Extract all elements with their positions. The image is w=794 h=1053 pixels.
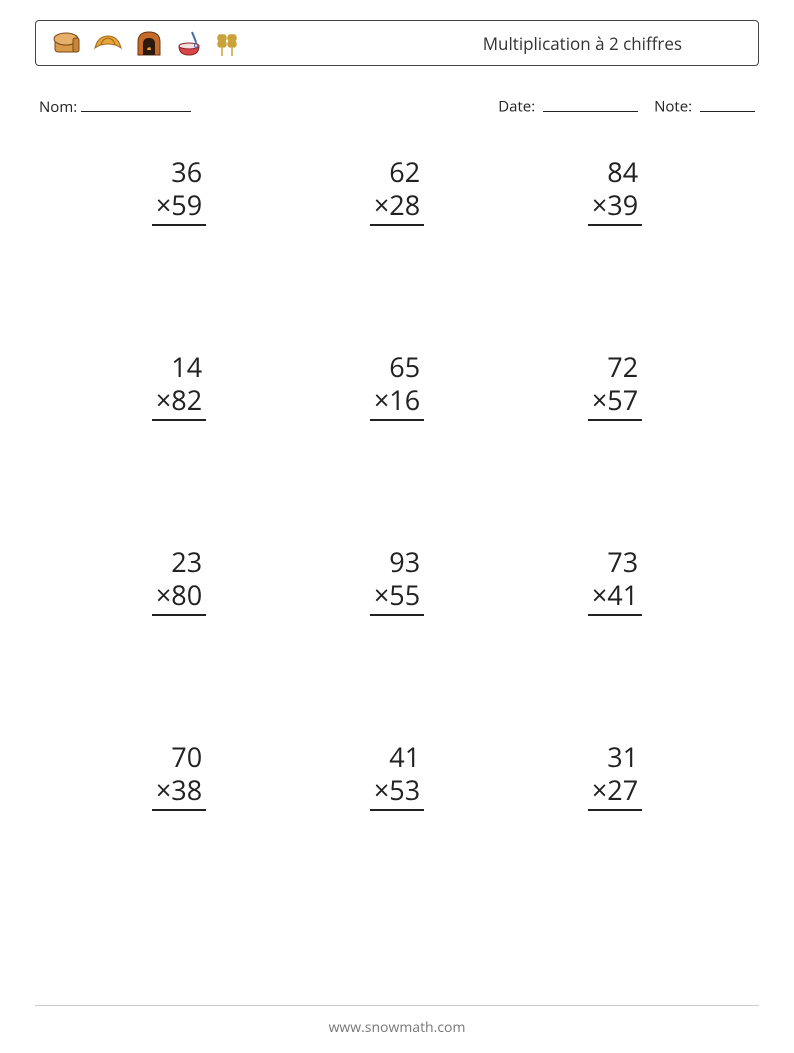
date-label: Date: xyxy=(498,97,535,117)
multiplier: 80 xyxy=(171,576,202,613)
problem-cell: 62×28 xyxy=(288,147,506,342)
multiplier-row: ×28 xyxy=(370,188,424,226)
operator: × xyxy=(374,381,389,418)
multiplier: 82 xyxy=(171,381,202,418)
problem-cell: 70×38 xyxy=(70,732,288,927)
problem-cell: 73×41 xyxy=(506,537,724,732)
multiplicand: 31 xyxy=(588,740,642,774)
problem-cell: 72×57 xyxy=(506,342,724,537)
multiplicand: 14 xyxy=(152,350,206,384)
meta-date: Date: xyxy=(498,94,638,117)
multiplier-row: ×80 xyxy=(152,578,206,616)
operator: × xyxy=(592,576,607,613)
multiplication-problem: 41×53 xyxy=(370,740,424,812)
multiplier: 28 xyxy=(389,186,420,223)
multiplication-problem: 14×82 xyxy=(152,350,206,422)
multiplier-row: ×53 xyxy=(370,773,424,811)
multiplier: 39 xyxy=(607,186,638,223)
wheat-icon xyxy=(214,28,240,58)
operator: × xyxy=(156,771,171,808)
operator: × xyxy=(592,771,607,808)
multiplicand: 70 xyxy=(152,740,206,774)
multiplier-row: ×39 xyxy=(588,188,642,226)
multiplier: 59 xyxy=(171,186,202,223)
multiplier-row: ×41 xyxy=(588,578,642,616)
footer-url: www.snowmath.com xyxy=(329,1018,466,1037)
problems-grid: 36×5962×2884×3914×8265×1672×5723×8093×55… xyxy=(70,147,724,927)
multiplier: 55 xyxy=(389,576,420,613)
operator: × xyxy=(592,381,607,418)
header-icon-row xyxy=(52,28,240,58)
operator: × xyxy=(156,576,171,613)
problem-cell: 31×27 xyxy=(506,732,724,927)
multiplication-problem: 72×57 xyxy=(588,350,642,422)
multiplier: 38 xyxy=(171,771,202,808)
croissant-icon xyxy=(92,30,124,56)
meta-note: Note: xyxy=(654,94,755,117)
header-box: Multiplication à 2 chiffres xyxy=(35,20,759,66)
operator: × xyxy=(156,186,171,223)
multiplier: 53 xyxy=(389,771,420,808)
multiplicand: 72 xyxy=(588,350,642,384)
multiplier: 41 xyxy=(607,576,638,613)
multiplication-problem: 65×16 xyxy=(370,350,424,422)
note-label: Note: xyxy=(654,97,692,117)
multiplicand: 36 xyxy=(152,155,206,189)
multiplicand: 84 xyxy=(588,155,642,189)
problem-cell: 93×55 xyxy=(288,537,506,732)
note-blank[interactable] xyxy=(700,94,755,112)
problem-cell: 84×39 xyxy=(506,147,724,342)
multiplication-problem: 70×38 xyxy=(152,740,206,812)
bread-loaf-icon xyxy=(52,29,82,57)
operator: × xyxy=(374,576,389,613)
multiplicand: 65 xyxy=(370,350,424,384)
multiplicand: 73 xyxy=(588,545,642,579)
multiplier-row: ×82 xyxy=(152,383,206,421)
multiplier-row: ×55 xyxy=(370,578,424,616)
multiplication-problem: 31×27 xyxy=(588,740,642,812)
multiplier: 57 xyxy=(607,381,638,418)
bowl-whisk-icon xyxy=(174,28,204,58)
meta-name: Nom: xyxy=(39,94,191,117)
problem-cell: 14×82 xyxy=(70,342,288,537)
multiplier-row: ×57 xyxy=(588,383,642,421)
problem-cell: 23×80 xyxy=(70,537,288,732)
multiplicand: 93 xyxy=(370,545,424,579)
multiplication-problem: 73×41 xyxy=(588,545,642,617)
multiplier-row: ×59 xyxy=(152,188,206,226)
footer: www.snowmath.com xyxy=(35,1005,759,1037)
multiplicand: 23 xyxy=(152,545,206,579)
name-blank[interactable] xyxy=(81,94,191,112)
problem-cell: 36×59 xyxy=(70,147,288,342)
date-blank[interactable] xyxy=(543,94,638,112)
operator: × xyxy=(374,771,389,808)
multiplication-problem: 93×55 xyxy=(370,545,424,617)
multiplier: 16 xyxy=(389,381,420,418)
multiplicand: 41 xyxy=(370,740,424,774)
meta-row: Nom: Date: Note: xyxy=(35,94,759,117)
worksheet-title: Multiplication à 2 chiffres xyxy=(483,32,742,55)
multiplicand: 62 xyxy=(370,155,424,189)
worksheet-page: Multiplication à 2 chiffres Nom: Date: N… xyxy=(0,0,794,1053)
multiplication-problem: 23×80 xyxy=(152,545,206,617)
multiplier-row: ×38 xyxy=(152,773,206,811)
problem-cell: 65×16 xyxy=(288,342,506,537)
multiplier-row: ×16 xyxy=(370,383,424,421)
operator: × xyxy=(592,186,607,223)
multiplier: 27 xyxy=(607,771,638,808)
multiplication-problem: 36×59 xyxy=(152,155,206,227)
operator: × xyxy=(374,186,389,223)
bread-oven-icon xyxy=(134,28,164,58)
problem-cell: 41×53 xyxy=(288,732,506,927)
multiplication-problem: 62×28 xyxy=(370,155,424,227)
multiplication-problem: 84×39 xyxy=(588,155,642,227)
operator: × xyxy=(156,381,171,418)
name-label: Nom: xyxy=(39,97,77,117)
multiplier-row: ×27 xyxy=(588,773,642,811)
